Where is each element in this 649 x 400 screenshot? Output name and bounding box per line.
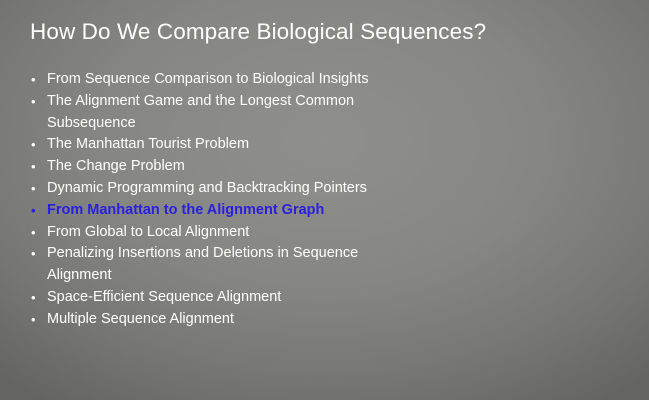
outline-item-sequence-comparison: • From Sequence Comparison to Biological …: [30, 69, 410, 91]
outline-item-label: The Manhattan Tourist Problem: [47, 136, 250, 153]
outline-item-global-to-local: • From Global to Local Alignment: [30, 222, 410, 244]
outline-item-label: From Sequence Comparison to Biological I…: [47, 71, 369, 87]
bullet-icon: •: [31, 159, 36, 175]
outline-list: • From Sequence Comparison to Biological …: [30, 69, 410, 331]
outline-item-label: Penalizing Insertions and Deletions in S…: [47, 245, 359, 284]
outline-item-space-efficient: • Space-Efficient Sequence Alignment: [30, 287, 410, 309]
outline-item-label: The Alignment Game and the Longest Commo…: [47, 92, 355, 131]
outline-item-manhattan-tourist: • The Manhattan Tourist Problem: [30, 134, 410, 156]
bullet-icon: •: [31, 137, 36, 153]
bullet-icon: •: [31, 246, 36, 262]
outline-item-dynamic-programming: • Dynamic Programming and Backtracking Po…: [30, 178, 410, 200]
bullet-icon: •: [31, 180, 36, 196]
bullet-icon: •: [31, 72, 36, 87]
bullet-icon: •: [31, 224, 36, 240]
bullet-icon: •: [31, 202, 36, 218]
bullet-icon: •: [31, 311, 36, 327]
outline-item-alignment-graph-current: • From Manhattan to the Alignment Graph: [30, 200, 410, 222]
bullet-icon: •: [31, 93, 36, 109]
bullet-icon: •: [31, 289, 36, 305]
slide-title: How Do We Compare Biological Sequences?: [30, 19, 487, 44]
outline-item-change-problem: • The Change Problem: [30, 156, 410, 178]
outline-item-alignment-game: • The Alignment Game and the Longest Comm…: [30, 91, 410, 135]
outline-item-indel-penalties: • Penalizing Insertions and Deletions in …: [30, 243, 410, 287]
outline-item-label: From Manhattan to the Alignment Graph: [47, 201, 325, 218]
outline-item-label: Dynamic Programming and Backtracking Poi…: [47, 179, 367, 196]
outline-item-label: From Global to Local Alignment: [47, 223, 250, 240]
outline-item-label: Multiple Sequence Alignment: [47, 310, 235, 327]
outline-item-multiple-alignment: • Multiple Sequence Alignment: [30, 309, 410, 331]
outline-item-label: The Change Problem: [47, 158, 185, 175]
outline-item-label: Space-Efficient Sequence Alignment: [47, 288, 282, 305]
